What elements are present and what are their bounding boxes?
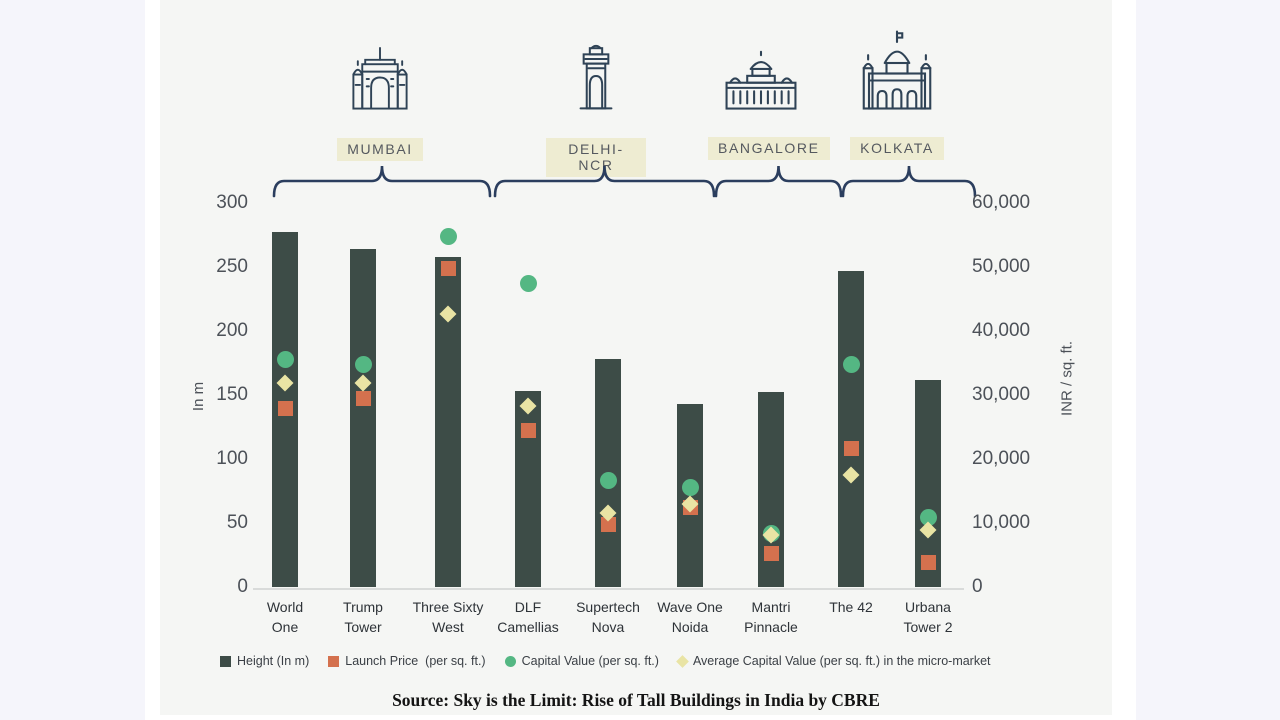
legend-item-launch-price: Launch Price (per sq. ft.) <box>328 654 486 668</box>
right-axis-tick: 40,000 <box>972 320 1031 341</box>
bar-swatch-icon <box>220 655 231 667</box>
right-margin <box>1136 0 1280 720</box>
category-label: Mantri Pinnacle <box>744 599 798 636</box>
legend-label: Capital Value (per sq. ft.) <box>521 654 659 668</box>
left-axis-tick: 250 <box>216 256 248 277</box>
left-axis-tick: 0 <box>237 576 248 597</box>
height-bar <box>515 391 541 587</box>
city-header-delhi-ncr: DELHI-NCR <box>546 42 646 177</box>
legend: Height (In m) Launch Price (per sq. ft.)… <box>220 654 1100 668</box>
victoria-memorial-icon <box>850 28 944 112</box>
left-margin <box>0 0 145 720</box>
launch-price-marker <box>600 516 616 532</box>
launch-price-marker <box>763 545 779 561</box>
legend-item-avg-capital-value: Average Capital Value (per sq. ft.) in t… <box>676 654 991 668</box>
capital-value-marker <box>519 274 537 292</box>
left-axis-tick: 300 <box>216 192 248 213</box>
category-label: Three Sixty West <box>412 599 484 636</box>
right-axis-tick: 50,000 <box>972 256 1031 277</box>
height-bar <box>838 270 864 587</box>
legend-label: Average Capital Value (per sq. ft.) in t… <box>692 654 991 668</box>
right-axis-tick: 20,000 <box>972 448 1031 469</box>
capital-value-marker <box>439 228 457 246</box>
capital-value-marker <box>354 356 372 374</box>
category-label: Wave One Noida <box>657 599 723 636</box>
city-label: KOLKATA <box>850 137 944 160</box>
vidhana-soudha-icon <box>708 50 814 112</box>
launch-price-marker <box>277 400 293 416</box>
category-label: DLF Camellias <box>497 599 559 636</box>
circle-marker-icon <box>504 655 516 667</box>
capital-value-marker <box>599 471 617 489</box>
group-brace <box>841 165 977 198</box>
india-gate-icon <box>546 42 646 113</box>
chart-panel: MUMBAI DELHI-NCR <box>160 0 1112 715</box>
right-axis-tick: 10,000 <box>972 512 1031 533</box>
category-label: World One <box>266 599 304 636</box>
right-gutter <box>1112 0 1136 720</box>
capital-value-marker <box>276 351 294 369</box>
height-bar <box>915 379 941 587</box>
launch-price-marker <box>920 554 936 570</box>
diamond-marker-icon <box>676 654 689 668</box>
left-axis-tick: 150 <box>216 384 248 405</box>
right-axis-tick: 60,000 <box>972 192 1031 213</box>
left-axis-tick: 200 <box>216 320 248 341</box>
launch-price-marker <box>440 260 456 276</box>
launch-price-marker <box>520 422 536 438</box>
category-label: Urbana Tower 2 <box>903 599 953 636</box>
city-label: BANGALORE <box>708 137 830 160</box>
capital-value-marker <box>681 478 699 496</box>
city-header-kolkata: KOLKATA <box>850 28 944 160</box>
city-header-mumbai: MUMBAI <box>322 45 438 161</box>
launch-price-marker <box>355 390 371 406</box>
gateway-of-india-icon <box>322 45 438 113</box>
x-axis-line <box>253 588 964 590</box>
left-axis-tick: 50 <box>226 512 248 533</box>
left-gutter <box>145 0 160 720</box>
group-brace <box>272 165 492 198</box>
right-axis-title: INR / sq. ft. <box>1058 341 1076 417</box>
legend-label: Launch Price (per sq. ft.) <box>345 654 486 668</box>
height-bar <box>350 249 376 587</box>
category-label: The 42 <box>829 599 873 615</box>
legend-item-height: Height (In m) <box>220 654 309 668</box>
source-text: Source: Sky is the Limit: Rise of Tall B… <box>392 690 880 710</box>
square-marker-icon <box>328 655 340 667</box>
legend-item-capital-value: Capital Value (per sq. ft.) <box>504 654 659 668</box>
right-axis-tick: 30,000 <box>972 384 1031 405</box>
capital-value-marker <box>919 509 937 527</box>
right-axis-tick: 0 <box>972 576 983 597</box>
left-axis-tick: 100 <box>216 448 248 469</box>
city-label: MUMBAI <box>337 138 423 161</box>
category-label: Supertech Nova <box>576 599 640 636</box>
capital-value-marker <box>842 356 860 374</box>
city-label: DELHI-NCR <box>546 138 646 177</box>
city-header-bangalore: BANGALORE <box>708 50 830 160</box>
launch-price-marker <box>843 440 859 456</box>
group-brace <box>714 165 843 198</box>
legend-label: Height (In m) <box>237 654 310 668</box>
category-label: Trump Tower <box>343 599 383 636</box>
